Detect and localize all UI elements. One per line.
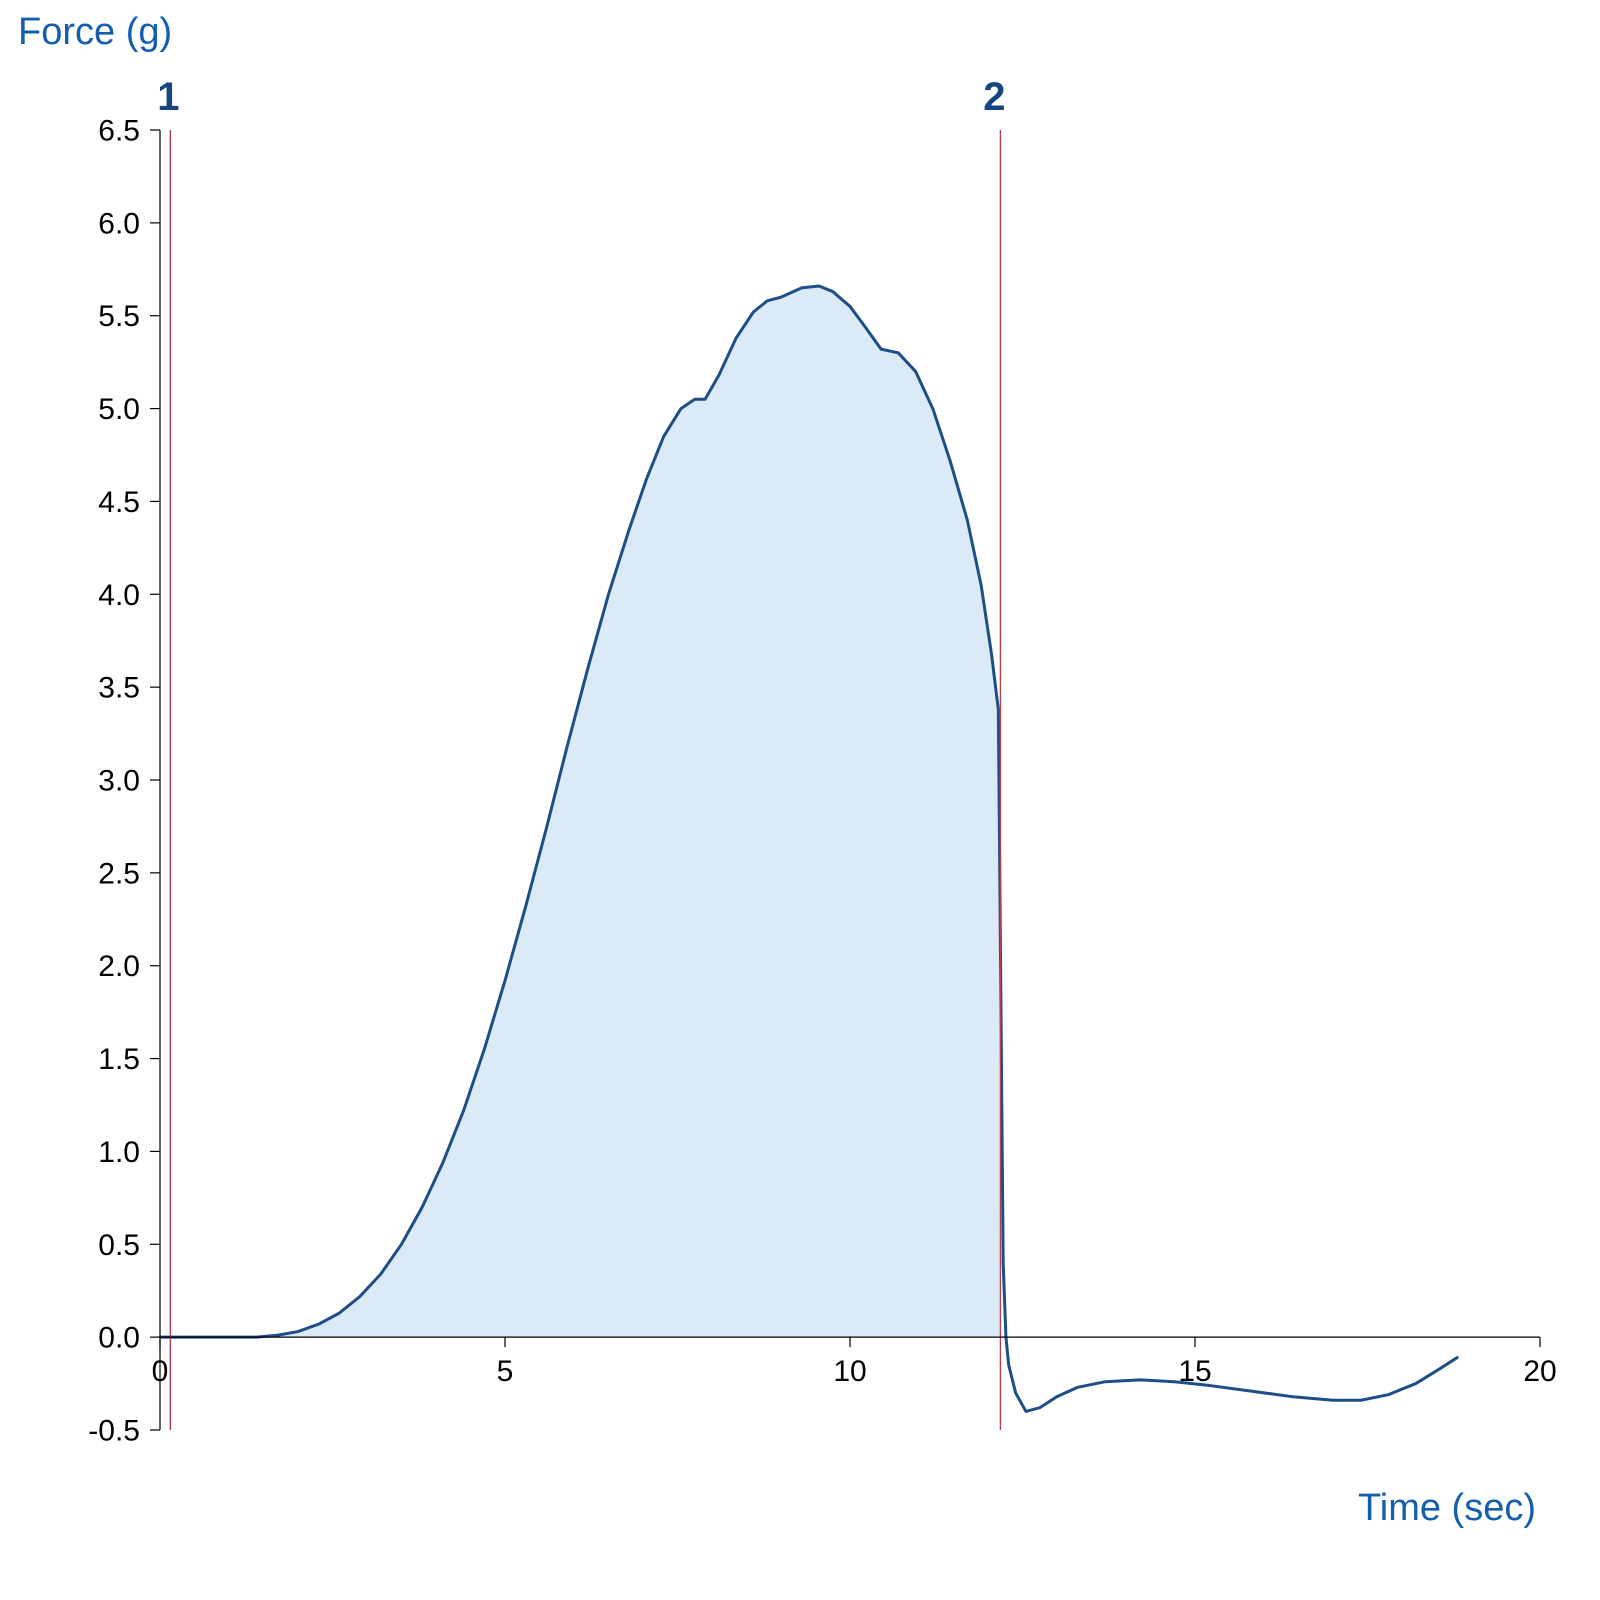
x-tick-label: 0 <box>152 1355 169 1388</box>
y-tick-label: 2.5 <box>98 857 140 890</box>
y-tick-label: 0.0 <box>98 1322 140 1355</box>
force-time-chart: 1205101520-0.50.00.51.01.52.02.53.03.54.… <box>0 0 1600 1600</box>
y-tick-label: -0.5 <box>88 1415 140 1448</box>
y-tick-label: 3.5 <box>98 672 140 705</box>
marker-label-2: 2 <box>983 75 1005 119</box>
y-tick-label: 0.5 <box>98 1229 140 1262</box>
y-tick-label: 5.0 <box>98 393 140 426</box>
x-tick-label: 20 <box>1523 1355 1556 1388</box>
x-tick-label: 5 <box>497 1355 514 1388</box>
y-tick-label: 4.0 <box>98 579 140 612</box>
x-tick-label: 15 <box>1178 1355 1211 1388</box>
x-axis-title: Time (sec) <box>1358 1487 1536 1529</box>
y-tick-label: 5.5 <box>98 300 140 333</box>
y-tick-label: 6.5 <box>98 115 140 148</box>
x-tick-label: 10 <box>833 1355 866 1388</box>
y-tick-label: 6.0 <box>98 207 140 240</box>
y-tick-label: 1.0 <box>98 1136 140 1169</box>
marker-label-1: 1 <box>157 75 179 119</box>
y-axis-title: Force (g) <box>18 11 172 53</box>
y-tick-label: 4.5 <box>98 486 140 519</box>
y-tick-label: 1.5 <box>98 1043 140 1076</box>
y-tick-label: 3.0 <box>98 765 140 798</box>
y-tick-label: 2.0 <box>98 950 140 983</box>
